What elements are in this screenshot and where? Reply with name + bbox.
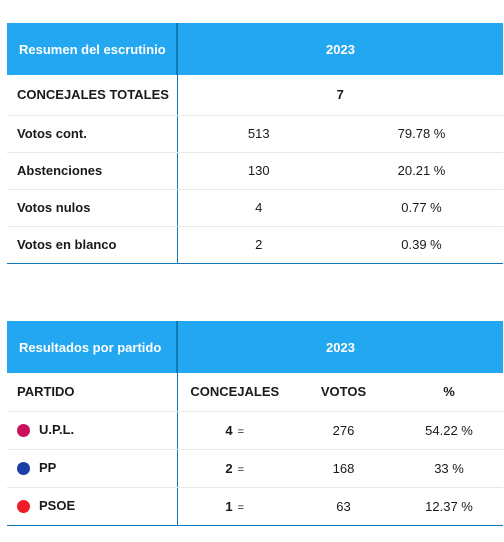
- party-color-dot: [17, 423, 30, 437]
- row-percent: 79.78 %: [340, 115, 504, 153]
- column-header-votes: VOTOS: [292, 373, 395, 412]
- row-label: Votos nulos: [7, 189, 178, 227]
- row-count: 513: [177, 115, 340, 153]
- seats-change: =: [237, 425, 245, 438]
- party-name: PSOE: [39, 498, 76, 514]
- row-percent: 0.77 %: [340, 189, 504, 227]
- row-count: 130: [177, 152, 340, 190]
- party-row: PP 2 = 168 33 %: [7, 449, 504, 488]
- party-votes: 63: [292, 487, 395, 526]
- party-row: PSOE 1 = 63 12.37 %: [7, 487, 504, 526]
- row-count: 4: [177, 189, 340, 227]
- party-votes: 276: [292, 411, 395, 450]
- party-name: U.P.L.: [39, 422, 75, 438]
- summary-header: Resumen del escrutinio 2023: [7, 23, 504, 75]
- summary-table: Resumen del escrutinio 2023 CONCEJALES T…: [7, 23, 504, 264]
- seats-change: =: [237, 463, 245, 476]
- summary-header-year: 2023: [175, 23, 504, 75]
- party-seats: 1: [225, 498, 233, 514]
- party-color-dot: [17, 499, 30, 513]
- party-name: PP: [39, 460, 57, 476]
- party-votes: 168: [292, 449, 395, 488]
- row-label: Votos cont.: [7, 115, 178, 153]
- summary-header-label: Resumen del escrutinio: [7, 23, 177, 75]
- row-count: 2: [177, 226, 340, 264]
- column-header-councillors: CONCEJALES: [177, 373, 292, 412]
- results-column-headers: PARTIDO CONCEJALES VOTOS %: [7, 373, 504, 412]
- results-header: Resultados por partido 2023: [7, 321, 504, 373]
- table-row: Votos cont. 513 79.78 %: [7, 115, 504, 153]
- seats-change: =: [237, 501, 245, 514]
- party-percent: 33 %: [395, 449, 504, 488]
- total-councillors-label: CONCEJALES TOTALES: [7, 75, 178, 116]
- party-seats: 2: [225, 460, 233, 476]
- row-percent: 20.21 %: [340, 152, 504, 190]
- results-table: Resultados por partido 2023 PARTIDO CONC…: [7, 321, 504, 526]
- table-row: Abstenciones 130 20.21 %: [7, 152, 504, 190]
- column-header-party: PARTIDO: [7, 373, 178, 412]
- total-councillors-row: CONCEJALES TOTALES 7: [7, 75, 504, 116]
- table-row: Votos en blanco 2 0.39 %: [7, 226, 504, 264]
- results-header-label: Resultados por partido: [7, 321, 177, 373]
- party-color-dot: [17, 461, 30, 475]
- results-header-year: 2023: [175, 321, 504, 373]
- table-row: Votos nulos 4 0.77 %: [7, 189, 504, 227]
- column-header-percent: %: [395, 373, 504, 412]
- row-label: Abstenciones: [7, 152, 178, 190]
- row-percent: 0.39 %: [340, 226, 504, 264]
- party-percent: 54.22 %: [395, 411, 504, 450]
- party-row: U.P.L. 4 = 276 54.22 %: [7, 411, 504, 450]
- total-councillors-value: 7: [177, 75, 504, 116]
- party-seats: 4: [225, 422, 233, 438]
- row-label: Votos en blanco: [7, 226, 178, 264]
- party-percent: 12.37 %: [395, 487, 504, 526]
